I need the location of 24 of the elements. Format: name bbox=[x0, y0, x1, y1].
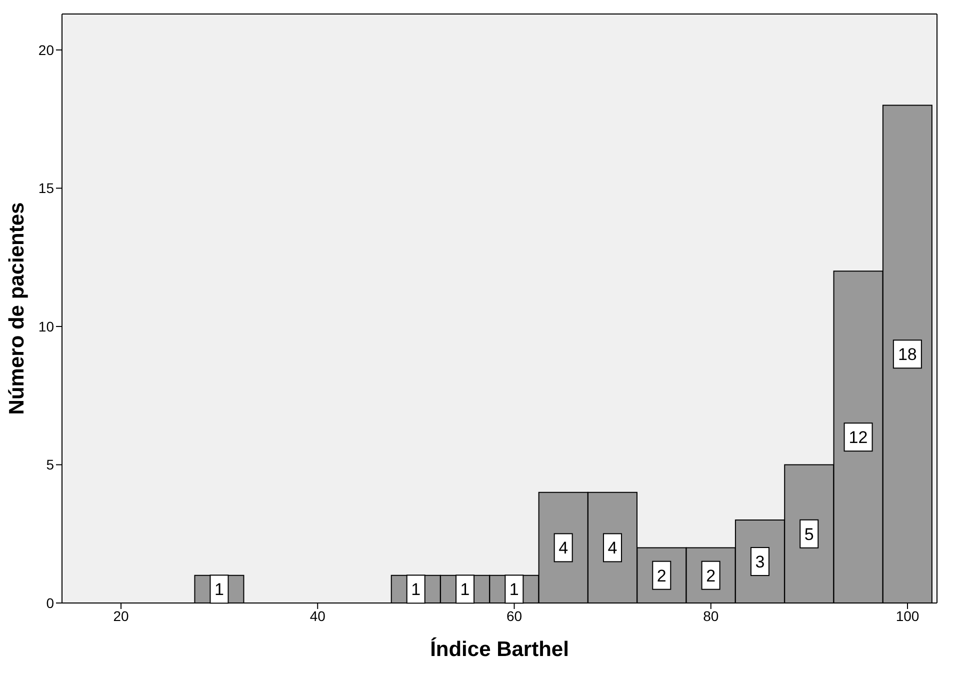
y-tick-label: 20 bbox=[38, 42, 54, 58]
data-label: 2 bbox=[706, 566, 716, 586]
data-label: 12 bbox=[848, 428, 868, 448]
data-label: 1 bbox=[214, 580, 224, 600]
data-label: 5 bbox=[804, 524, 814, 544]
x-axis-title: Índice Barthel bbox=[430, 637, 569, 661]
x-tick-label: 20 bbox=[113, 608, 129, 624]
y-tick-label: 10 bbox=[38, 318, 54, 334]
x-tick-label: 40 bbox=[310, 608, 326, 624]
data-label: 4 bbox=[608, 538, 618, 558]
data-label: 1 bbox=[411, 580, 421, 600]
data-label: 2 bbox=[656, 566, 666, 586]
data-label: 18 bbox=[898, 345, 917, 364]
data-label: 1 bbox=[509, 580, 519, 600]
x-tick-label: 100 bbox=[896, 608, 920, 624]
y-tick-label: 15 bbox=[38, 180, 54, 196]
y-tick-label: 5 bbox=[46, 456, 54, 473]
data-label: 4 bbox=[558, 538, 568, 558]
x-tick-label: 80 bbox=[703, 608, 719, 624]
x-tick-label: 60 bbox=[506, 608, 522, 624]
data-label: 1 bbox=[460, 580, 470, 600]
data-label: 3 bbox=[755, 552, 765, 572]
y-axis-title: Número de pacientes bbox=[5, 202, 28, 415]
y-tick-label: 0 bbox=[46, 594, 54, 611]
